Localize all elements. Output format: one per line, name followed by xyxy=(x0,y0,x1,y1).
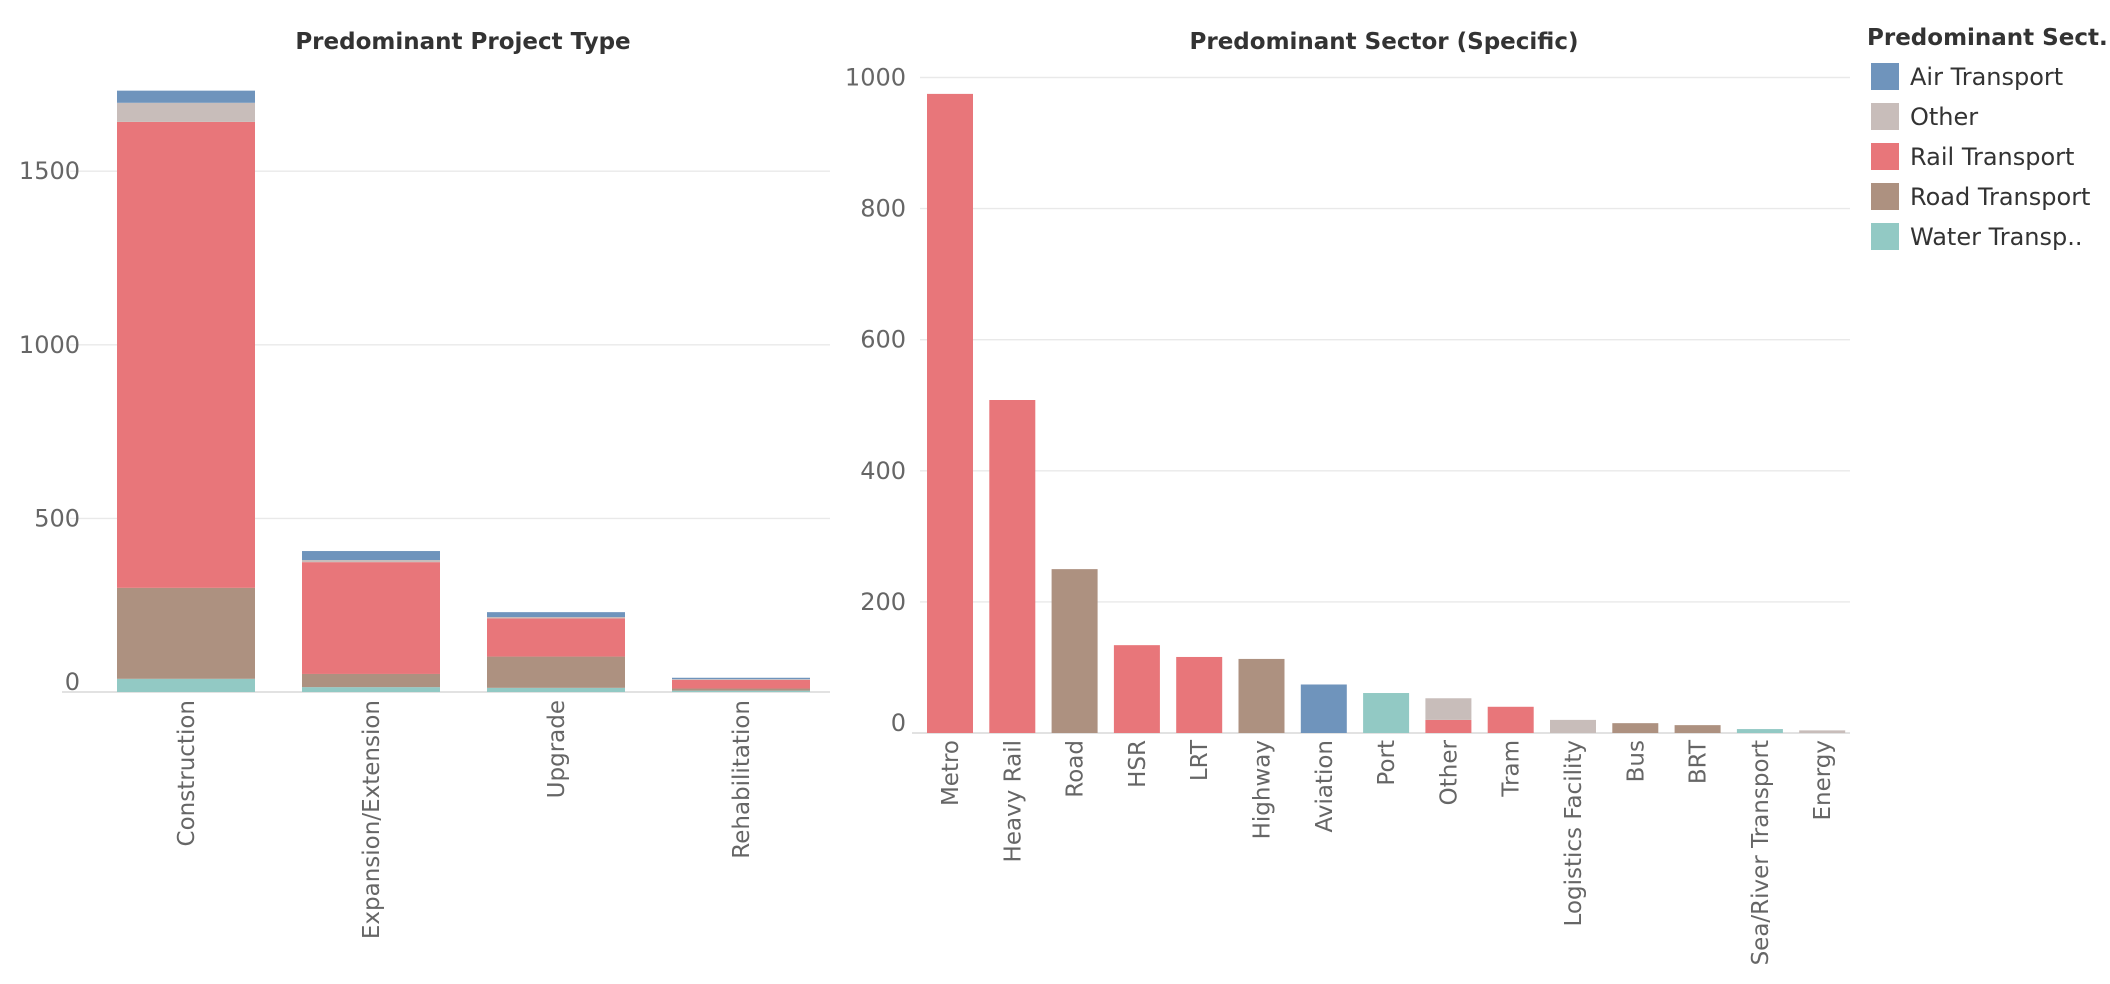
bar-expansion-extension-water-transport[interactable] xyxy=(302,687,440,692)
legend-label: Water Transp.. xyxy=(1910,223,2083,251)
x-tick-label-heavy-rail: Heavy Rail xyxy=(1000,740,1026,862)
y-tick-label: 1000 xyxy=(19,331,80,359)
legend: Predominant Sect.. Air Transport Other Rai… xyxy=(1867,25,2110,251)
bar-rehabilitation-other[interactable] xyxy=(672,679,810,680)
legend-item-other[interactable]: Other xyxy=(1871,103,1978,131)
y-tick-label: 0 xyxy=(891,709,906,737)
y-tick-label: 0 xyxy=(65,668,80,696)
bar-construction-water-transport[interactable] xyxy=(117,678,255,692)
legend-item-rail-transport[interactable]: Rail Transport xyxy=(1871,143,2074,171)
bar-upgrade-air-transport[interactable] xyxy=(487,612,625,618)
bar-logistics-facility-other[interactable] xyxy=(1550,719,1596,733)
bar-sea-river-transport-water-transport[interactable] xyxy=(1736,729,1783,733)
sector-specific-bars xyxy=(927,93,1846,733)
x-tick-label-road: Road xyxy=(1063,740,1089,798)
bar-construction-air-transport[interactable] xyxy=(117,90,255,103)
x-tick-label-energy: Energy xyxy=(1810,740,1836,821)
legend-swatch xyxy=(1871,103,1899,130)
x-tick-label-highway: Highway xyxy=(1250,740,1276,839)
chart-title-project-type: Predominant Project Type xyxy=(295,29,630,55)
legend-items: Air Transport Other Rail Transport Road Tra… xyxy=(1871,63,2090,251)
x-tick-label-upgrade: Upgrade xyxy=(544,700,570,798)
bar-hsr-rail-transport[interactable] xyxy=(1113,645,1160,733)
legend-label: Other xyxy=(1910,103,1978,131)
bar-road-road-transport[interactable] xyxy=(1051,569,1098,733)
x-tick-label-other: Other xyxy=(1436,739,1462,805)
legend-label: Air Transport xyxy=(1910,63,2063,91)
bar-tram-rail-transport[interactable] xyxy=(1487,706,1534,733)
bar-construction-rail-transport[interactable] xyxy=(117,121,255,588)
legend-item-road-transport[interactable]: Road Transport xyxy=(1871,183,2090,211)
bar-bus-road-transport[interactable] xyxy=(1612,723,1659,733)
bar-rehabilitation-road-transport[interactable] xyxy=(672,688,810,691)
x-tick-label-brt: BRT xyxy=(1686,739,1712,784)
y-tick-label: 400 xyxy=(860,457,906,485)
x-tick-label-rehabilitation: Rehabilitation xyxy=(729,700,755,859)
legend-swatch xyxy=(1871,183,1899,210)
project-type-bars xyxy=(117,90,810,692)
legend-item-air-transport[interactable]: Air Transport xyxy=(1871,63,2063,91)
bar-construction-other[interactable] xyxy=(117,102,255,122)
bar-expansion-extension-air-transport[interactable] xyxy=(302,551,440,561)
bar-heavy-rail-rail-transport[interactable] xyxy=(989,400,1036,733)
y-tick-label: 500 xyxy=(34,504,80,532)
sector-specific-chart: Predominant Sector (Specific) 0 200 400 600… xyxy=(845,29,1850,965)
bar-upgrade-other[interactable] xyxy=(487,617,625,619)
sector-specific-x-axis: Metro Heavy Rail Road HSR LRT Highway Aviation… xyxy=(938,739,1836,965)
y-tick-label: 600 xyxy=(860,326,906,354)
x-tick-label-logistics-facility: Logistics Facility xyxy=(1561,740,1587,926)
bar-brt-road-transport[interactable] xyxy=(1674,725,1721,733)
bar-other-rail-transport[interactable] xyxy=(1425,719,1472,733)
bar-construction-road-transport[interactable] xyxy=(117,587,255,679)
bar-expansion-extension-road-transport[interactable] xyxy=(302,673,440,688)
x-tick-label-lrt: LRT xyxy=(1187,739,1213,781)
sector-specific-y-axis: 0 200 400 600 800 1000 xyxy=(845,64,906,738)
legend-swatch xyxy=(1871,63,1899,90)
legend-swatch xyxy=(1871,143,1899,170)
x-tick-label-port: Port xyxy=(1374,740,1400,786)
bar-port-water-transport[interactable] xyxy=(1363,693,1410,733)
y-tick-label: 200 xyxy=(860,588,906,616)
bar-metro-rail-transport[interactable] xyxy=(927,93,973,733)
bar-rehabilitation-rail-transport[interactable] xyxy=(672,679,810,689)
x-tick-label-construction: Construction xyxy=(174,700,200,846)
x-tick-label-aviation: Aviation xyxy=(1312,740,1338,833)
y-tick-label: 1500 xyxy=(19,157,80,185)
bar-highway-road-transport[interactable] xyxy=(1238,658,1285,733)
x-tick-label-sea-river-transport: Sea/River Transport xyxy=(1748,740,1774,965)
legend-item-water-transport[interactable]: Water Transp.. xyxy=(1871,223,2083,251)
legend-swatch xyxy=(1871,223,1899,250)
y-tick-label: 800 xyxy=(860,195,906,223)
x-tick-label-hsr: HSR xyxy=(1125,740,1151,788)
bar-rehabilitation-water-transport[interactable] xyxy=(672,690,810,692)
bar-upgrade-road-transport[interactable] xyxy=(487,656,625,688)
legend-title: Predominant Sect.. xyxy=(1867,25,2110,51)
chart-title-sector-specific: Predominant Sector (Specific) xyxy=(1190,29,1579,55)
bar-energy-other[interactable] xyxy=(1799,730,1846,733)
project-type-y-axis: 0 500 1000 1500 xyxy=(19,157,80,696)
bar-expansion-extension-other[interactable] xyxy=(302,560,440,563)
legend-label: Road Transport xyxy=(1910,183,2090,211)
bar-upgrade-water-transport[interactable] xyxy=(487,687,625,692)
x-tick-label-expansion-extension: Expansion/Extension xyxy=(359,700,385,939)
x-tick-label-metro: Metro xyxy=(938,740,964,806)
legend-label: Rail Transport xyxy=(1910,143,2074,171)
bar-lrt-rail-transport[interactable] xyxy=(1176,656,1223,733)
bar-aviation-air-transport[interactable] xyxy=(1300,684,1347,733)
bar-upgrade-rail-transport[interactable] xyxy=(487,618,625,657)
x-tick-label-bus: Bus xyxy=(1623,740,1649,782)
bar-rehabilitation-air-transport[interactable] xyxy=(672,677,810,680)
project-type-x-axis: Construction Expansion/Extension Upgrade Re… xyxy=(174,700,755,939)
x-tick-label-tram: Tram xyxy=(1499,740,1525,798)
bar-other-other[interactable] xyxy=(1425,698,1472,720)
project-type-chart: Predominant Project Type 0 500 1000 1500 Co… xyxy=(19,29,830,939)
bar-expansion-extension-rail-transport[interactable] xyxy=(302,562,440,674)
y-tick-label: 1000 xyxy=(845,64,906,92)
